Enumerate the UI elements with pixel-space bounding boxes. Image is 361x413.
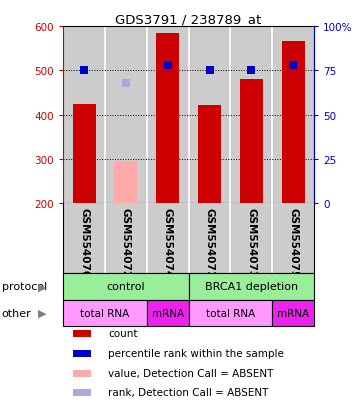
Text: BRCA1 depletion: BRCA1 depletion [205, 282, 298, 292]
Point [165, 62, 171, 69]
Bar [282, 43, 305, 204]
Bar [114, 162, 138, 204]
Text: GSM554073: GSM554073 [246, 207, 256, 278]
Bar [240, 80, 263, 204]
Bar [188, 273, 314, 300]
Text: value, Detection Call = ABSENT: value, Detection Call = ABSENT [108, 368, 274, 377]
Bar [156, 33, 179, 204]
Point [206, 68, 212, 74]
Bar [272, 27, 314, 204]
Point [81, 68, 87, 74]
Text: GSM554070: GSM554070 [79, 207, 89, 278]
Bar [105, 27, 147, 204]
Text: mRNA: mRNA [152, 309, 184, 318]
Text: total RNA: total RNA [206, 309, 255, 318]
Bar [147, 27, 188, 204]
Point [290, 62, 296, 69]
Text: mRNA: mRNA [277, 309, 309, 318]
Bar [73, 350, 91, 357]
Point [123, 80, 129, 87]
Bar [73, 370, 91, 377]
Text: control: control [106, 282, 145, 292]
Bar [63, 273, 188, 300]
Text: count: count [108, 328, 138, 338]
Text: protocol: protocol [2, 282, 47, 292]
Bar [188, 300, 272, 327]
Text: GSM554075: GSM554075 [288, 207, 298, 278]
Point [248, 68, 254, 74]
Bar [73, 330, 91, 337]
Text: rank, Detection Call = ABSENT: rank, Detection Call = ABSENT [108, 387, 269, 397]
Text: other: other [2, 309, 31, 318]
Bar [188, 27, 230, 204]
Bar [73, 389, 91, 396]
Bar [73, 104, 96, 204]
Bar [272, 300, 314, 327]
Text: GSM554072: GSM554072 [121, 207, 131, 278]
Bar [198, 106, 221, 204]
Bar [63, 300, 147, 327]
Text: total RNA: total RNA [81, 309, 130, 318]
Bar [63, 27, 105, 204]
Text: percentile rank within the sample: percentile rank within the sample [108, 348, 284, 358]
Text: GSM554074: GSM554074 [163, 207, 173, 278]
Bar [147, 300, 188, 327]
Text: ▶: ▶ [38, 309, 47, 318]
Text: GSM554071: GSM554071 [205, 207, 214, 278]
Bar [230, 27, 272, 204]
Text: ▶: ▶ [38, 282, 47, 292]
Title: GDS3791 / 238789_at: GDS3791 / 238789_at [116, 13, 262, 26]
